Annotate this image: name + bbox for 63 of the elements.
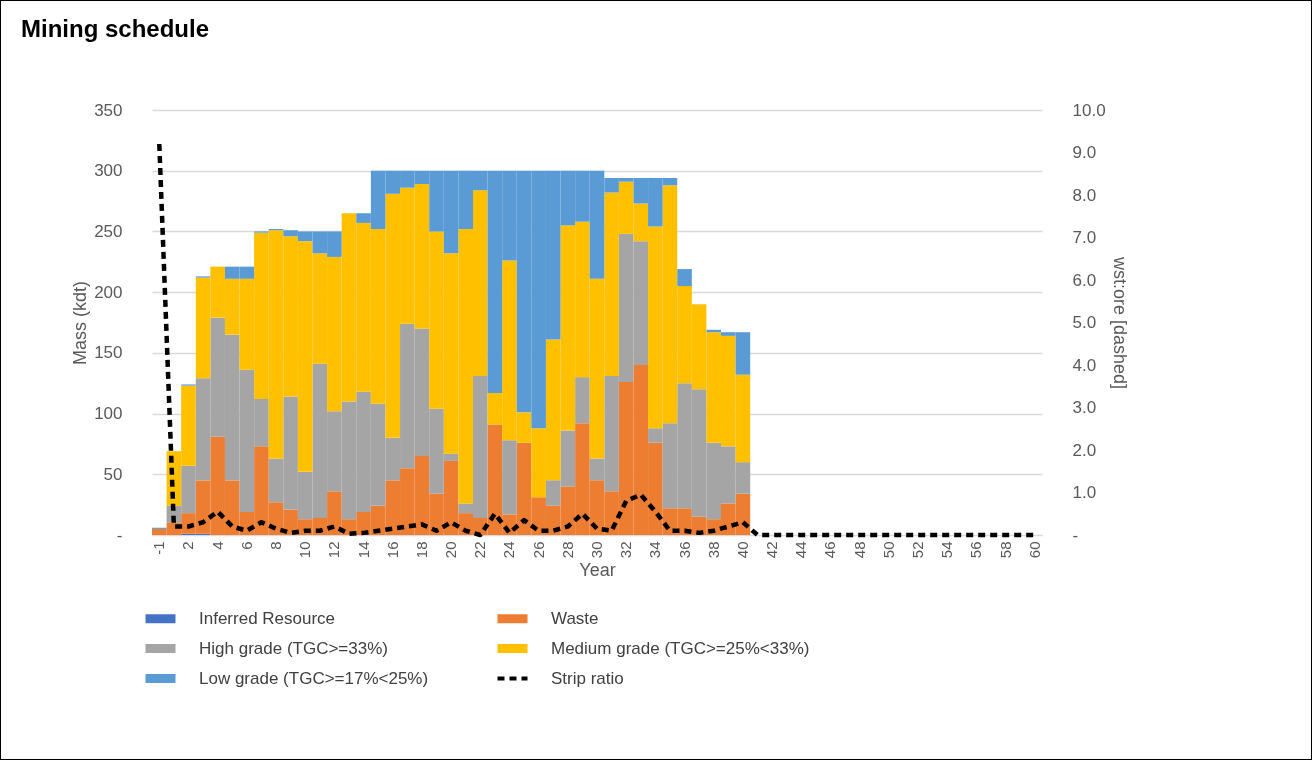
x-tick-label: 20 xyxy=(442,541,460,559)
y-tick-label: 200 xyxy=(94,282,123,302)
x-tick-label: 36 xyxy=(675,541,693,559)
y-tick-label: - xyxy=(116,525,123,545)
x-tick-label: 14 xyxy=(354,541,372,559)
chart-title: Mining schedule xyxy=(20,14,210,43)
x-tick-label: 52 xyxy=(908,541,926,559)
x-axis-title: Year xyxy=(579,560,616,581)
x-tick-label: 2 xyxy=(179,541,197,550)
bar xyxy=(575,377,590,424)
y2-tick-label: 10.0 xyxy=(1072,100,1106,120)
x-tick-label: 26 xyxy=(529,541,547,559)
x-tick-label: 12 xyxy=(325,541,343,559)
y2-tick-label: 2.0 xyxy=(1072,440,1097,460)
x-tick-label: 42 xyxy=(763,541,781,559)
y2-tick-label: 7.0 xyxy=(1072,228,1097,247)
y2-tick-label: 6.0 xyxy=(1072,270,1097,290)
legend-label: Waste xyxy=(551,608,599,628)
x-tick-label: 58 xyxy=(996,541,1014,559)
y-axis-title: Mass (kdt) xyxy=(70,280,91,366)
legend-label: Medium grade (TGC>=25%<33%) xyxy=(551,638,810,658)
legend-label: Low grade (TGC>=17%<25%) xyxy=(199,668,429,688)
x-tick-label: 30 xyxy=(588,541,605,559)
x-tick-label: 6 xyxy=(237,541,255,550)
y-tick-label: 300 xyxy=(94,161,123,181)
x-tick-label: 50 xyxy=(879,541,897,559)
x-tick-label: 60 xyxy=(1025,541,1043,559)
x-tick-label: 48 xyxy=(850,541,868,559)
x-tick-label: 38 xyxy=(704,541,722,559)
y2-tick-label: 1.0 xyxy=(1072,483,1097,502)
y2-tick-label: 5.0 xyxy=(1072,313,1097,332)
x-tick-label: 22 xyxy=(471,541,489,559)
y2-tick-label: 8.0 xyxy=(1072,185,1097,205)
y2-axis-title: wst:ore [dashed] xyxy=(1109,255,1130,390)
x-tick-label: 4 xyxy=(208,541,226,550)
x-tick-label: 34 xyxy=(646,541,664,559)
x-tick-label: 54 xyxy=(938,541,956,559)
x-tick-label: 10 xyxy=(296,541,314,559)
y-tick-label: 350 xyxy=(94,100,123,120)
y-tick-label: 50 xyxy=(103,464,123,484)
x-tick-label: -1 xyxy=(150,541,168,555)
x-tick-label: 24 xyxy=(500,541,518,559)
y2-tick-label: 3.0 xyxy=(1072,398,1097,417)
y-tick-label: 150 xyxy=(94,343,123,363)
x-tick-label: 28 xyxy=(558,541,576,559)
y2-tick-label: 9.0 xyxy=(1072,143,1097,162)
x-tick-label: 56 xyxy=(967,541,985,559)
y2-tick-label: 4.0 xyxy=(1072,355,1097,375)
legend-label: Strip ratio xyxy=(551,668,624,688)
y-tick-label: 100 xyxy=(94,404,123,424)
bar xyxy=(677,269,692,287)
x-tick-label: 16 xyxy=(383,541,401,559)
bar xyxy=(502,440,517,515)
legend-label: Inferred Resource xyxy=(199,608,336,628)
x-tick-label: 46 xyxy=(821,541,839,559)
x-tick-label: 40 xyxy=(733,541,751,559)
x-tick-label: 8 xyxy=(267,541,285,550)
y-tick-label: 250 xyxy=(94,221,123,241)
x-tick-label: 44 xyxy=(792,541,810,559)
x-tick-label: 32 xyxy=(617,541,635,559)
x-tick-label: 18 xyxy=(412,541,430,559)
y2-tick-label: - xyxy=(1072,525,1079,545)
legend-label: High grade (TGC>=33%) xyxy=(199,638,388,658)
